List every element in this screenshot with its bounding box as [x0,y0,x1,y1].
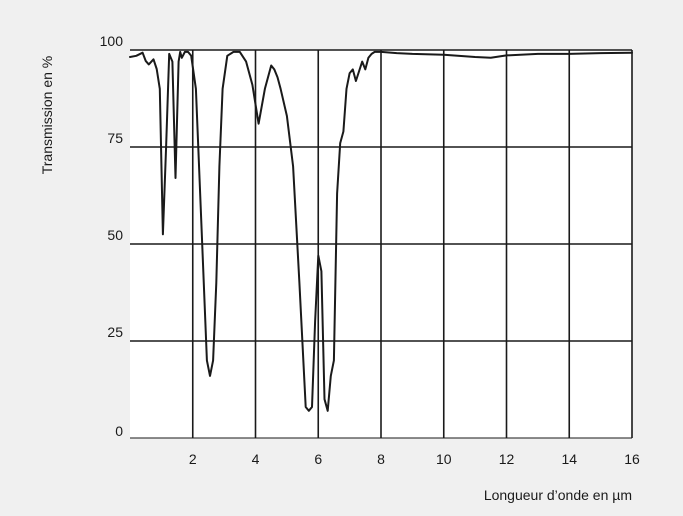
y-tick-label-50: 50 [107,227,123,243]
x-tick-label-8: 8 [377,451,385,467]
transmission-curve [129,50,633,412]
x-tick-label-12: 12 [499,451,515,467]
horizontal-gridlines [130,49,632,342]
y-axis-title: Transmission en % [39,56,55,175]
y-tick-label-75: 75 [107,130,123,146]
x-tick-label-10: 10 [436,451,452,467]
x-tick-label-16: 16 [624,451,640,467]
x-tick-label-4: 4 [252,451,260,467]
x-tick-label-14: 14 [561,451,577,467]
x-axis-title: Longueur d’onde en µm [484,487,632,503]
y-tick-labels: 0 25 50 75 100 [100,33,124,439]
x-tick-label-2: 2 [189,451,197,467]
x-tick-label-6: 6 [314,451,322,467]
y-tick-label-100: 100 [100,33,124,49]
y-tick-label-0: 0 [115,423,123,439]
x-tick-labels: 2 4 6 8 10 12 14 16 [189,451,640,467]
y-tick-label-25: 25 [107,324,123,340]
